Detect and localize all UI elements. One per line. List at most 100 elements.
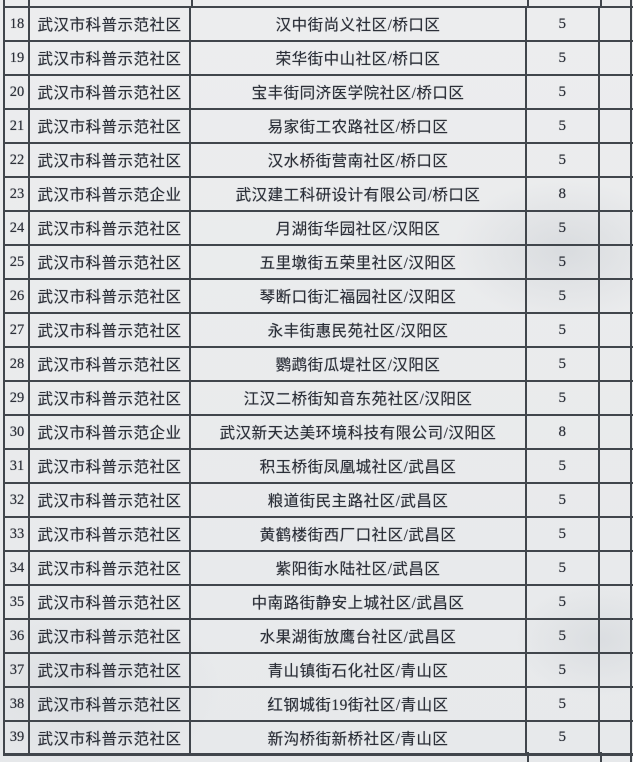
name-cell: 水果湖街放鹰台社区/武昌区: [191, 620, 527, 652]
blank-cell: [600, 144, 632, 176]
category-cell: 武汉市科普示范社区: [30, 552, 191, 584]
table-gridline-stub: [527, 752, 529, 762]
table-gridline-stub: [600, 0, 602, 6]
table-row: 37 武汉市科普示范社区 青山镇街石化社区/青山区 5: [5, 654, 633, 688]
table-gridline-stub: [600, 752, 602, 762]
blank-cell: [600, 688, 632, 720]
category-cell: 武汉市科普示范社区: [30, 212, 191, 244]
category-cell: 武汉市科普示范社区: [30, 484, 191, 516]
table-row: 24 武汉市科普示范社区 月湖街华园社区/汉阳区 5: [5, 212, 633, 246]
score-cell: 5: [527, 586, 600, 618]
row-number-cell: 26: [5, 280, 30, 312]
score-cell: 5: [527, 552, 600, 584]
row-number-cell: 20: [5, 76, 30, 108]
blank-cell: [600, 348, 632, 380]
table-gridline-stub: [630, 0, 632, 6]
name-cell: 红钢城街19街社区/青山区: [191, 688, 527, 720]
blank-cell: [600, 416, 632, 448]
row-number-cell: 19: [5, 42, 30, 74]
name-cell: 黄鹤楼街西厂口社区/武昌区: [191, 518, 527, 550]
name-cell: 宝丰街同济医学院社区/桥口区: [191, 76, 527, 108]
name-cell: 积玉桥街凤凰城社区/武昌区: [191, 450, 527, 482]
table-row: 20 武汉市科普示范社区 宝丰街同济医学院社区/桥口区 5: [5, 76, 633, 110]
table-row: 29 武汉市科普示范社区 江汉二桥街知音东苑社区/汉阳区 5: [5, 382, 633, 416]
row-number-cell: 31: [5, 450, 30, 482]
blank-cell: [600, 722, 632, 753]
blank-cell: [600, 212, 632, 244]
category-cell: 武汉市科普示范社区: [30, 654, 191, 686]
score-cell: 8: [527, 178, 600, 210]
blank-cell: [600, 314, 632, 346]
row-number-cell: 30: [5, 416, 30, 448]
row-number-cell: 36: [5, 620, 30, 652]
row-number-cell: 37: [5, 654, 30, 686]
name-cell: 琴断口街汇福园社区/汉阳区: [191, 280, 527, 312]
blank-cell: [600, 246, 632, 278]
table-row: 27 武汉市科普示范社区 永丰街惠民苑社区/汉阳区 5: [5, 314, 633, 348]
score-cell: 5: [527, 382, 600, 414]
score-cell: 5: [527, 348, 600, 380]
category-cell: 武汉市科普示范社区: [30, 722, 191, 753]
score-cell: 8: [527, 416, 600, 448]
name-cell: 汉水桥街营南社区/桥口区: [191, 144, 527, 176]
category-cell: 武汉市科普示范社区: [30, 450, 191, 482]
row-number-cell: 24: [5, 212, 30, 244]
name-cell: 粮道街民主路社区/武昌区: [191, 484, 527, 516]
table-row: 36 武汉市科普示范社区 水果湖街放鹰台社区/武昌区 5: [5, 620, 633, 654]
name-cell: 江汉二桥街知音东苑社区/汉阳区: [191, 382, 527, 414]
table-gridline-stub: [527, 0, 529, 6]
name-cell: 月湖街华园社区/汉阳区: [191, 212, 527, 244]
name-cell: 新沟桥街新桥社区/青山区: [191, 722, 527, 753]
blank-cell: [600, 620, 632, 652]
score-cell: 5: [527, 76, 600, 108]
table-gridline-stub: [630, 752, 632, 762]
score-cell: 5: [527, 688, 600, 720]
blank-cell: [600, 450, 632, 482]
score-cell: 5: [527, 518, 600, 550]
row-number-cell: 18: [5, 8, 30, 40]
blank-cell: [600, 8, 632, 40]
blank-cell: [600, 518, 632, 550]
name-cell: 武汉新天达美环境科技有限公司/汉阳区: [191, 416, 527, 448]
row-number-cell: 25: [5, 246, 30, 278]
table-row: 21 武汉市科普示范社区 易家街工农路社区/桥口区 5: [5, 110, 633, 144]
score-cell: 5: [527, 212, 600, 244]
blank-cell: [600, 42, 632, 74]
blank-cell: [600, 484, 632, 516]
table-gridline-stub: [3, 0, 5, 6]
name-cell: 永丰街惠民苑社区/汉阳区: [191, 314, 527, 346]
blank-cell: [600, 552, 632, 584]
table-row: 19 武汉市科普示范社区 荣华街中山社区/桥口区 5: [5, 42, 633, 76]
category-cell: 武汉市科普示范企业: [30, 178, 191, 210]
row-number-cell: 35: [5, 586, 30, 618]
table-row: 22 武汉市科普示范社区 汉水桥街营南社区/桥口区 5: [5, 144, 633, 178]
category-cell: 武汉市科普示范社区: [30, 348, 191, 380]
category-cell: 武汉市科普示范社区: [30, 110, 191, 142]
category-cell: 武汉市科普示范社区: [30, 8, 191, 40]
blank-cell: [600, 382, 632, 414]
category-cell: 武汉市科普示范社区: [30, 382, 191, 414]
table-gridline-stub: [28, 0, 30, 6]
category-cell: 武汉市科普示范社区: [30, 620, 191, 652]
score-cell: 5: [527, 620, 600, 652]
name-cell: 易家街工农路社区/桥口区: [191, 110, 527, 142]
table-row: 18 武汉市科普示范社区 汉中街尚义社区/桥口区 5: [5, 8, 633, 42]
blank-cell: [600, 76, 632, 108]
category-cell: 武汉市科普示范社区: [30, 586, 191, 618]
table-row: 39 武汉市科普示范社区 新沟桥街新桥社区/青山区 5: [5, 722, 633, 756]
name-cell: 荣华街中山社区/桥口区: [191, 42, 527, 74]
score-cell: 5: [527, 722, 600, 753]
row-number-cell: 33: [5, 518, 30, 550]
score-cell: 5: [527, 450, 600, 482]
blank-cell: [600, 654, 632, 686]
table-row: 32 武汉市科普示范社区 粮道街民主路社区/武昌区 5: [5, 484, 633, 518]
score-cell: 5: [527, 654, 600, 686]
table-row: 28 武汉市科普示范社区 鹦鹉街瓜堤社区/汉阳区 5: [5, 348, 633, 382]
table-gridline-stub: [191, 0, 193, 6]
award-table: 18 武汉市科普示范社区 汉中街尚义社区/桥口区 5 19 武汉市科普示范社区 荣华街中山社…: [3, 6, 633, 756]
blank-cell: [600, 280, 632, 312]
row-number-cell: 32: [5, 484, 30, 516]
table-row: 23 武汉市科普示范企业 武汉建工科研设计有限公司/桥口区 8: [5, 178, 633, 212]
name-cell: 青山镇街石化社区/青山区: [191, 654, 527, 686]
category-cell: 武汉市科普示范社区: [30, 280, 191, 312]
